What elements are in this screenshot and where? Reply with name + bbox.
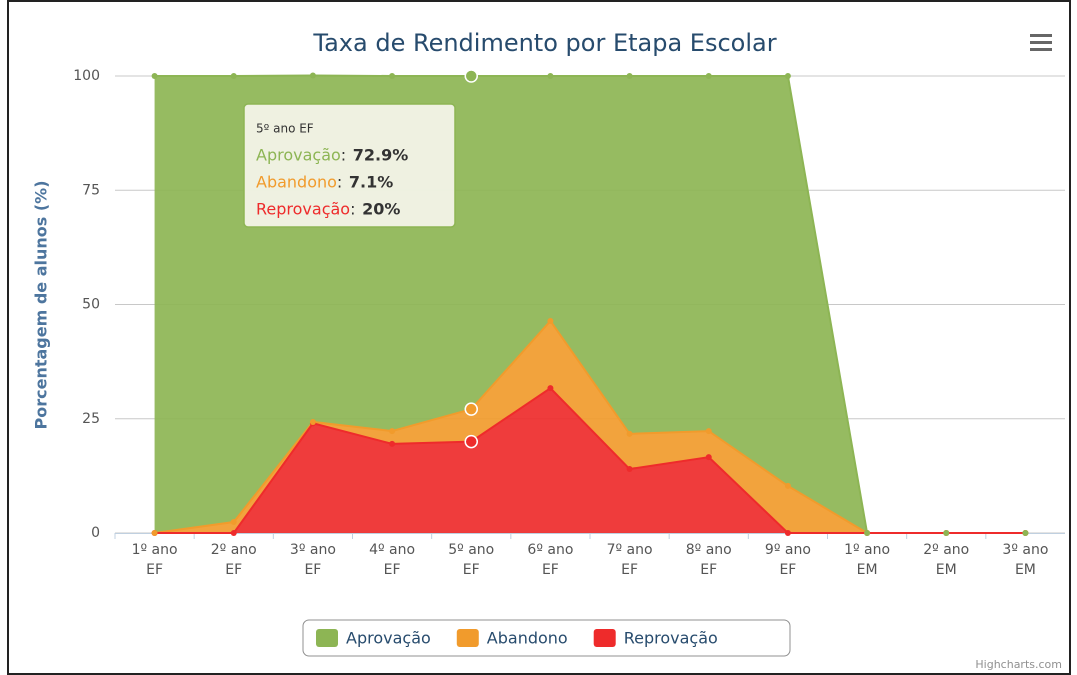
- point: [626, 466, 633, 473]
- point: [389, 73, 396, 79]
- y-tick-label: 75: [82, 182, 100, 198]
- point: [626, 430, 633, 437]
- x-tick-label: 2º ano EM: [923, 542, 970, 578]
- y-tick-label: 50: [82, 297, 100, 313]
- point: [705, 454, 712, 461]
- point: [230, 73, 237, 79]
- x-tick-label: 2º ano EF: [210, 542, 257, 578]
- x-tick-label: 8º ano EF: [685, 542, 732, 578]
- y-tick-label: 100: [73, 68, 100, 84]
- legend-swatch: [456, 629, 479, 647]
- tooltip-box: [243, 103, 456, 228]
- point: [547, 317, 554, 324]
- point: [784, 73, 791, 79]
- point: [943, 530, 950, 536]
- tooltip-colon: :: [350, 200, 355, 219]
- point: [309, 72, 316, 79]
- point: [389, 440, 396, 447]
- tooltip-series: Reprovação: [256, 200, 350, 219]
- area: [154, 388, 1026, 533]
- legend-box: [302, 619, 791, 657]
- point: [547, 73, 554, 79]
- tooltip-series: Abandono: [256, 173, 337, 192]
- point: [151, 530, 158, 536]
- point: [784, 530, 791, 536]
- x-tick-label: 9º ano EF: [764, 542, 811, 578]
- tooltip-series: Aprovação: [256, 146, 341, 165]
- legend-label[interactable]: Reprovação: [624, 629, 718, 648]
- point: [864, 530, 871, 536]
- x-tick-label: 3º ano EM: [1002, 542, 1049, 578]
- menu-icon[interactable]: [1030, 34, 1052, 51]
- point: [784, 482, 791, 489]
- y-axis-label: Porcentagem de alunos (%): [32, 180, 51, 429]
- legend-label[interactable]: Abandono: [487, 629, 568, 648]
- legend-swatch: [316, 629, 338, 647]
- tooltip-value: 20%: [362, 200, 400, 219]
- legend-label[interactable]: Aprovação: [346, 629, 431, 648]
- tooltip-colon: :: [337, 173, 342, 192]
- y-tick-label: 25: [82, 411, 100, 427]
- tooltip: 5º ano EFAprovação:72.9%Abandono:7.1%Rep…: [243, 103, 456, 228]
- tooltip-value: 7.1%: [349, 173, 393, 192]
- point: [1022, 530, 1029, 536]
- x-tick-label: 6º ano EF: [527, 542, 574, 578]
- x-tick-label: 1º ano EF: [131, 542, 178, 578]
- point: [547, 385, 554, 392]
- point: [626, 73, 633, 79]
- area: [154, 320, 1026, 533]
- point: [389, 428, 396, 435]
- credits[interactable]: Highcharts.com: [975, 658, 1062, 671]
- point: [705, 73, 712, 79]
- area-line: [154, 386, 1026, 534]
- chart-title: Taxa de Rendimento por Etapa Escolar: [312, 29, 776, 57]
- point: [464, 402, 478, 416]
- point: [309, 418, 316, 425]
- legend: Aprovação Abandono Reprovação: [302, 619, 791, 657]
- legend-swatch: [593, 629, 616, 647]
- x-tick-label: 4º ano EF: [369, 542, 416, 578]
- tooltip-value: 72.9%: [353, 146, 409, 165]
- point: [464, 69, 478, 83]
- point: [230, 530, 237, 536]
- tooltip-title: 5º ano EF: [256, 122, 314, 136]
- x-tick-label: 7º ano EF: [606, 542, 653, 578]
- point: [464, 434, 478, 449]
- point: [705, 428, 712, 435]
- tooltip-colon: :: [341, 146, 346, 165]
- point: [151, 73, 158, 79]
- y-tick-label: 0: [91, 525, 100, 541]
- point: [230, 519, 237, 526]
- x-tick-label: 1º ano EM: [844, 542, 891, 578]
- x-tick-label: 5º ano EF: [448, 542, 495, 578]
- x-tick-label: 3º ano EF: [289, 542, 336, 578]
